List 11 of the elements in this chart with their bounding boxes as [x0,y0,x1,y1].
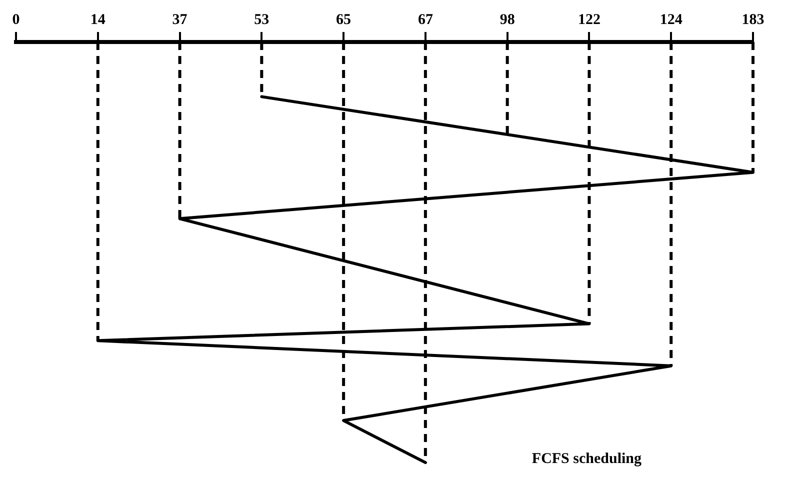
x-tick-label: 98 [500,12,515,28]
x-tick-label: 122 [578,12,600,28]
x-tick-label: 124 [660,12,683,28]
x-tick-label: 14 [90,12,106,28]
x-tick-label: 183 [742,12,764,28]
x-tick-label: 65 [336,12,352,28]
x-tick-label: 67 [418,12,434,28]
x-tick-label: 53 [254,12,270,28]
x-tick-label: 0 [12,12,20,28]
x-tick-label: 37 [172,12,188,28]
annotation: FCFS scheduling [532,451,642,467]
